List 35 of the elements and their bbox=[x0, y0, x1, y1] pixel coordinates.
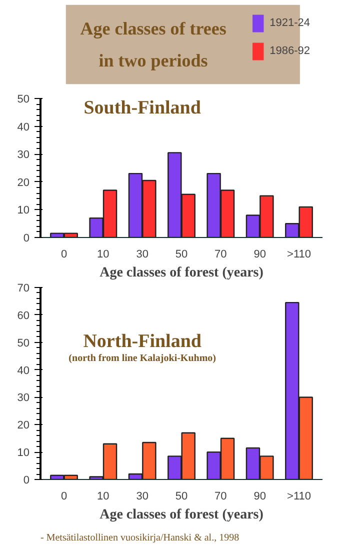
x-tick-label: 30 bbox=[136, 490, 148, 502]
x-tick-label: >110 bbox=[287, 490, 311, 502]
x-axis-title: Age classes of forest (years) bbox=[100, 266, 264, 280]
y-tick-label: 50 bbox=[17, 337, 30, 350]
y-tick-label: 70 bbox=[17, 282, 30, 294]
y-tick-label: 40 bbox=[17, 364, 30, 377]
y-tick-label: 20 bbox=[17, 176, 30, 189]
x-tick-label: 90 bbox=[254, 490, 266, 502]
x-tick-label: 10 bbox=[97, 490, 110, 502]
x-tick-label: 10 bbox=[97, 248, 110, 260]
y-tick-label: 50 bbox=[17, 94, 30, 106]
y-tick-label: 0 bbox=[23, 232, 30, 244]
chart-subtitle: South-Finland bbox=[84, 98, 202, 119]
y-tick-label: 0 bbox=[23, 474, 30, 486]
x-tick-label: 50 bbox=[175, 490, 188, 502]
y-tick-label: 60 bbox=[17, 310, 30, 322]
x-tick-label: 30 bbox=[136, 248, 148, 260]
y-tick-label: 40 bbox=[17, 121, 30, 134]
x-tick-label: 90 bbox=[254, 248, 266, 260]
x-tick-label: 0 bbox=[60, 490, 68, 502]
x-axis-title: Age classes of forest (years) bbox=[100, 508, 264, 522]
y-tick-label: 30 bbox=[17, 149, 30, 162]
x-tick-label: 0 bbox=[60, 248, 68, 260]
x-tick-label: >110 bbox=[287, 248, 311, 260]
text: North-Finland bbox=[83, 330, 202, 352]
chart-title: Age classes of trees in two periods bbox=[80, 18, 226, 70]
x-tick-label: 70 bbox=[214, 490, 227, 502]
annotation: (north from line Kalajoki-Kuhmo) bbox=[68, 353, 216, 364]
x-tick-label: 50 bbox=[175, 248, 188, 260]
x-tick-label: 70 bbox=[214, 248, 227, 260]
text: - Metsätilastollinen vuosikirja/Hanski & al., 1998 bbox=[40, 532, 240, 544]
y-tick-label: 20 bbox=[17, 420, 30, 432]
y-tick-label: 30 bbox=[17, 392, 30, 404]
y-tick-label: 10 bbox=[17, 447, 30, 460]
y-tick-label: 10 bbox=[17, 204, 30, 217]
